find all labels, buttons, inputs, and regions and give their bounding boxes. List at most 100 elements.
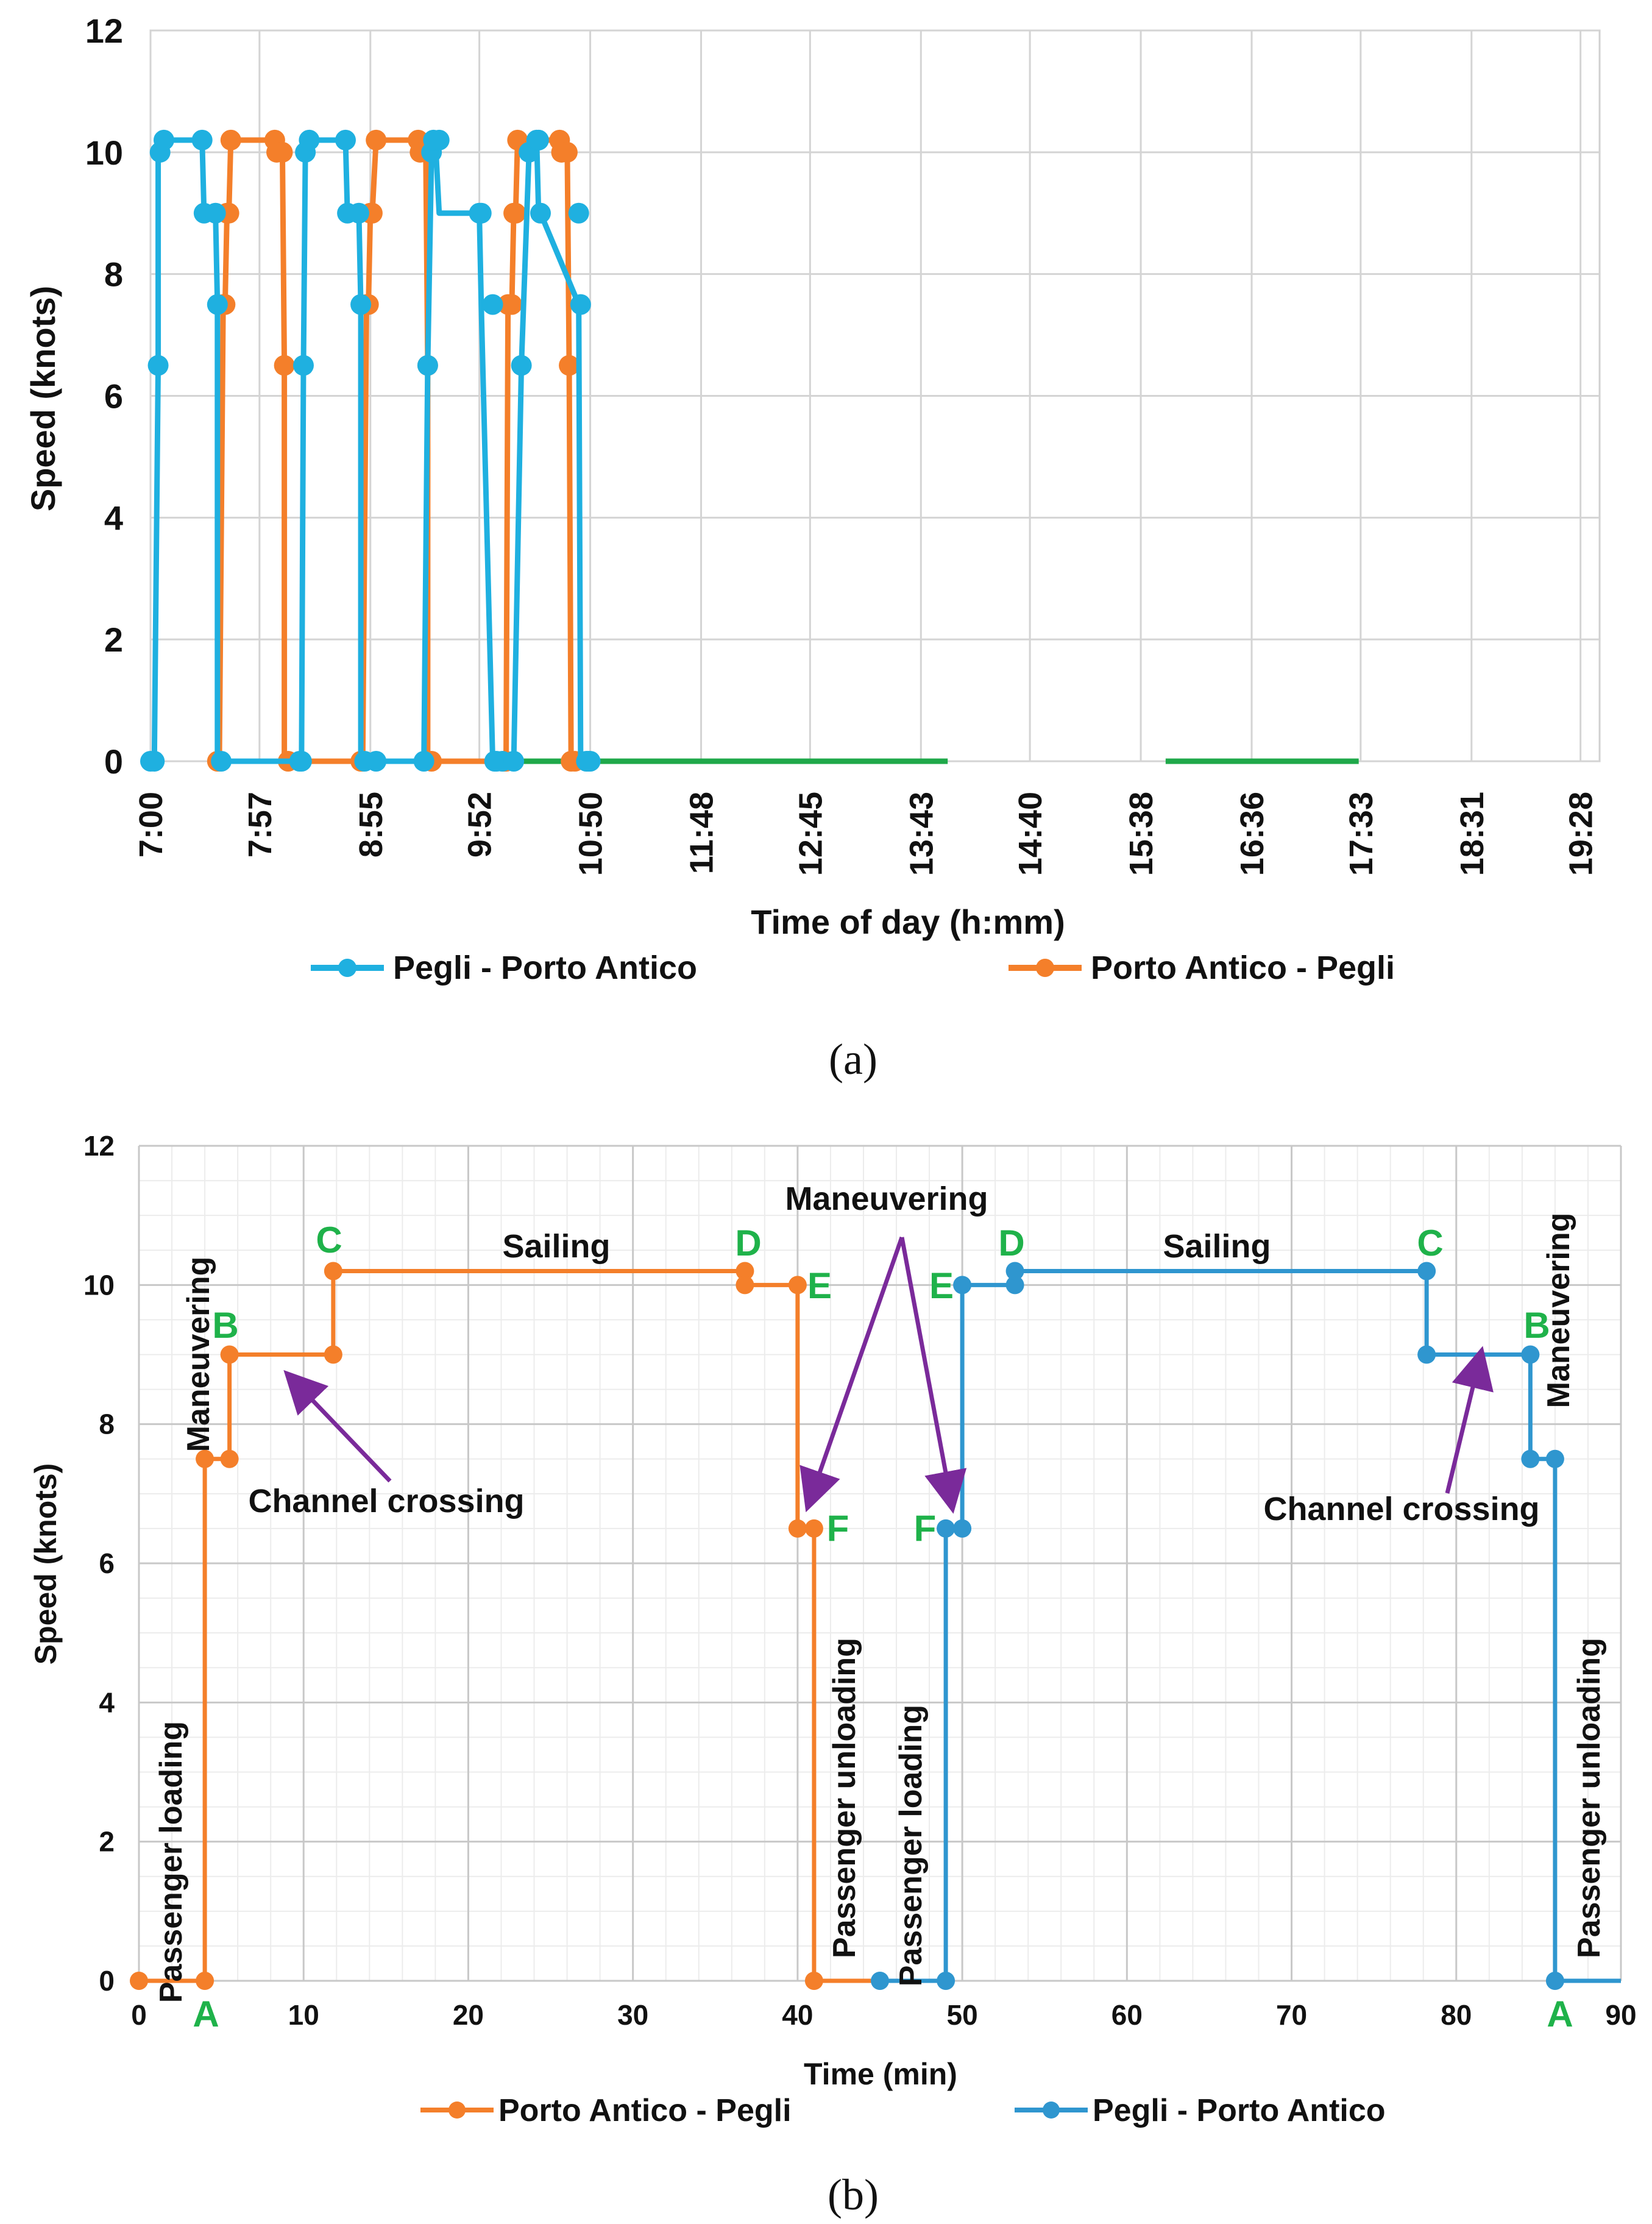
series-point-b-1 <box>953 1276 972 1295</box>
x-tick-label-a: 12:45 <box>792 792 829 876</box>
y-tick-label-a: 6 <box>104 377 123 416</box>
x-tick-label-a: 7:00 <box>133 792 169 858</box>
y-tick-label-b: 2 <box>99 1826 115 1858</box>
series-point-b-0 <box>324 1262 342 1281</box>
series-b <box>130 1262 1621 1990</box>
x-tick-label-b: 80 <box>1441 1999 1472 2031</box>
annotation-sailing-right: Sailing <box>1163 1228 1271 1265</box>
series-point-a-1 <box>501 294 522 315</box>
series-point-b-0 <box>804 1972 823 1990</box>
x-tick-label-a: 8:55 <box>353 792 389 858</box>
series-point-a-0 <box>291 751 312 772</box>
series-point-b-1 <box>1005 1262 1024 1281</box>
series-point-b-0 <box>736 1262 754 1281</box>
annotation-maneuvering-right: Maneuvering <box>1541 1213 1576 1409</box>
series-point-a-0 <box>292 355 314 376</box>
y-tick-label-a: 8 <box>104 255 123 294</box>
legend-b: Porto Antico - Pegli Pegli - Porto Antic… <box>420 2093 1386 2128</box>
grid-a <box>149 29 1601 762</box>
series-point-b-0 <box>220 1449 239 1468</box>
x-tick-label-a: 7:57 <box>242 792 278 858</box>
x-tick-label-a: 18:31 <box>1454 792 1491 876</box>
x-tick-label-a: 15:38 <box>1123 792 1160 876</box>
x-tick-label-a: 13:43 <box>903 792 940 876</box>
series-point-b-1 <box>937 1972 955 1990</box>
series-point-a-0 <box>580 751 601 772</box>
series-point-b-0 <box>804 1519 823 1538</box>
series-point-a-1 <box>272 141 293 163</box>
legend-b-label-porto: Porto Antico - Pegli <box>498 2093 792 2128</box>
series-point-a-1 <box>366 129 387 151</box>
series-point-b-1 <box>1545 1449 1564 1468</box>
annotation-sailing-left: Sailing <box>502 1228 610 1265</box>
x-tick-label-b: 50 <box>947 1999 978 2031</box>
series-point-b-0 <box>324 1345 342 1364</box>
annotation-passenger-unloading-mid: Passenger unloading <box>827 1638 862 1958</box>
letter-a-left: A <box>193 1994 219 2034</box>
x-axis-label-b: Time (min) <box>804 2057 957 2091</box>
x-tick-label-b: 70 <box>1276 1999 1307 2031</box>
series-point-a-0 <box>413 751 434 772</box>
x-tick-label-a: 11:48 <box>684 792 720 874</box>
x-tick-label-a: 9:52 <box>462 792 498 858</box>
series-point-a-0 <box>428 129 450 151</box>
letter-e-left: E <box>807 1265 832 1306</box>
legend-b-marker-pegli <box>1043 2101 1060 2119</box>
series-point-b-1 <box>1417 1262 1436 1281</box>
y-tick-label-b: 12 <box>83 1130 115 1162</box>
x-tick-label-b: 60 <box>1111 1999 1143 2031</box>
annotations-b: Sailing Sailing Maneuvering Maneuvering … <box>154 1181 1607 2003</box>
annotation-maneuvering-top: Maneuvering <box>785 1181 988 1217</box>
series-point-b-0 <box>788 1276 807 1295</box>
letter-e-right: E <box>929 1265 954 1306</box>
y-axis-label-b: Speed (knots) <box>29 1463 63 1665</box>
y-tick-label-a: 2 <box>104 620 123 659</box>
legend-a-marker-porto <box>1036 959 1054 977</box>
legend-a-label-porto: Porto Antico - Pegli <box>1091 950 1395 986</box>
annotation-passenger-loading-mid: Passenger loading <box>893 1705 929 1986</box>
annotation-passenger-loading-left: Passenger loading <box>154 1721 189 2003</box>
series-point-a-0 <box>530 202 551 224</box>
legend-a: Pegli - Porto Antico Porto Antico - Pegl… <box>311 950 1395 986</box>
series-point-b-1 <box>953 1519 972 1538</box>
series-point-b-0 <box>220 1345 239 1364</box>
letter-b-right: B <box>1523 1305 1550 1346</box>
y-ticks-a: 0 2 4 6 8 10 12 <box>85 12 123 781</box>
series-line-a-0 <box>151 137 600 764</box>
series-point-b-1 <box>937 1519 955 1538</box>
annotation-channel-crossing-left: Channel crossing <box>248 1483 524 1519</box>
x-tick-label-b: 90 <box>1605 1999 1636 2031</box>
y-tick-label-b: 8 <box>99 1409 115 1440</box>
arrow-channel-crossing-left <box>283 1370 392 1483</box>
x-tick-label-b: 10 <box>288 1999 319 2031</box>
series-point-b-0 <box>736 1276 754 1295</box>
series-point-a-1 <box>556 141 578 163</box>
series-point-a-1 <box>274 355 295 376</box>
letter-b-left: B <box>212 1305 238 1346</box>
grid-b <box>138 1145 1622 1982</box>
x-tick-label-a: 10:50 <box>573 792 609 876</box>
letter-c-left: C <box>316 1220 342 1260</box>
letter-f-left: F <box>827 1508 849 1549</box>
legend-a-marker-pegli <box>338 959 356 977</box>
x-tick-label-a: 19:28 <box>1563 792 1600 876</box>
series-point-b-1 <box>1545 1972 1564 1990</box>
series-point-a-0 <box>350 294 372 315</box>
series-point-b-0 <box>196 1972 214 1990</box>
x-tick-label-b: 40 <box>782 1999 813 2031</box>
series-point-b-1 <box>1005 1276 1024 1295</box>
annotation-maneuvering-left: Maneuvering <box>181 1257 216 1452</box>
series-point-a-0 <box>211 751 232 772</box>
legend-a-label-pegli: Pegli - Porto Antico <box>393 950 697 986</box>
series-point-a-0 <box>417 355 438 376</box>
series-point-a-0 <box>348 202 369 224</box>
series-point-a-0 <box>205 202 226 224</box>
chart-b: 0 2 4 6 8 10 12 0 10 20 30 40 50 60 70 80 90 Speed (kno… <box>29 1130 1637 2219</box>
letter-d-left: D <box>735 1223 761 1263</box>
x-ticks-b: 0 10 20 30 40 50 60 70 80 90 <box>131 1999 1636 2031</box>
series-point-a-0 <box>503 751 525 772</box>
annotation-passenger-unloading-right: Passenger unloading <box>1572 1638 1607 1958</box>
point-letters-b: A B C D E F F E D C B A <box>193 1220 1573 2034</box>
caption-a: (a) <box>829 1035 877 1084</box>
series-point-b-1 <box>871 1972 889 1990</box>
